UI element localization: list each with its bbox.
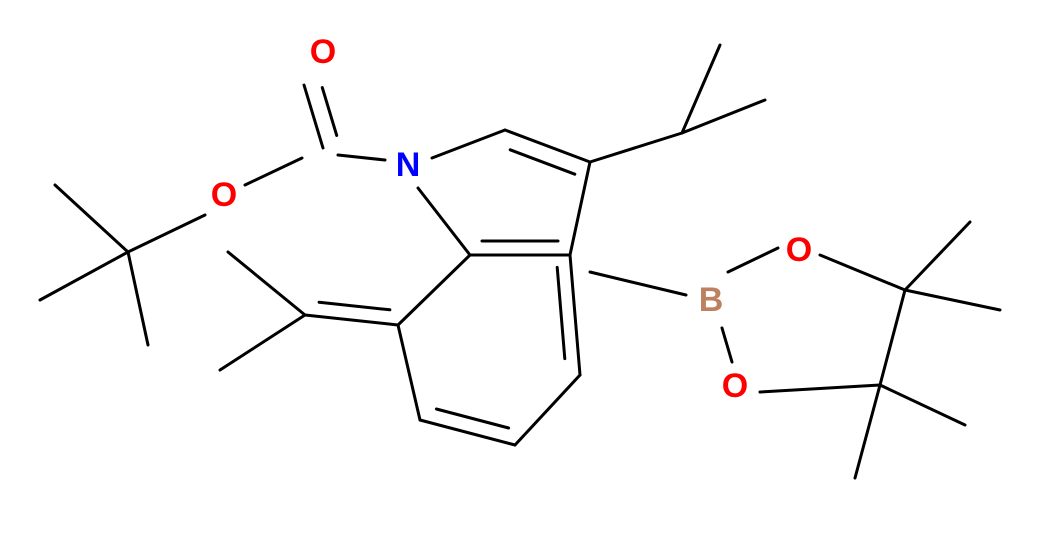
atom-N: N <box>396 146 421 184</box>
atom-B: B <box>699 281 724 319</box>
panel-background <box>0 0 1043 544</box>
atom-O: O <box>211 176 237 214</box>
atom-O: O <box>786 231 812 269</box>
molecule-svg: O O N O B O <box>0 0 1043 544</box>
atom-O: O <box>722 367 748 405</box>
atom-O: O <box>310 33 336 71</box>
